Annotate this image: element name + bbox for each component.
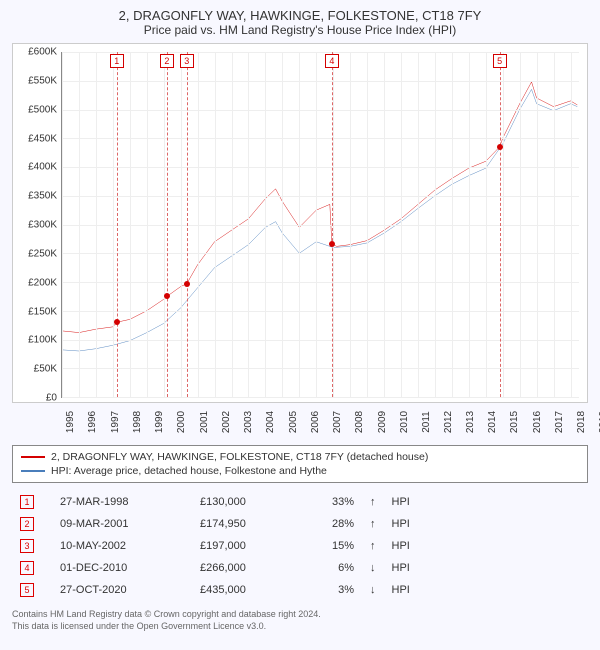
marker-box: 2 xyxy=(160,54,174,68)
y-axis-labels: £0£50K£100K£150K£200K£250K£300K£350K£400… xyxy=(13,52,59,398)
legend-item: HPI: Average price, detached house, Folk… xyxy=(21,464,579,478)
row-pct: 15% xyxy=(302,535,362,557)
legend-label: HPI: Average price, detached house, Folk… xyxy=(51,465,327,477)
legend-item: 2, DRAGONFLY WAY, HAWKINGE, FOLKESTONE, … xyxy=(21,450,579,464)
y-tick-label: £250K xyxy=(28,248,57,259)
row-arrow: ↑ xyxy=(362,491,384,513)
table-row: 2 09-MAR-2001£174,95028%↑HPI xyxy=(12,513,588,535)
row-price: £174,950 xyxy=(192,513,302,535)
y-tick-label: £450K xyxy=(28,133,57,144)
legend-swatch xyxy=(21,470,45,472)
marker-box: 3 xyxy=(180,54,194,68)
marker-dot xyxy=(164,293,170,299)
y-tick-label: £400K xyxy=(28,162,57,173)
row-suffix: HPI xyxy=(384,557,589,579)
row-suffix: HPI xyxy=(384,579,589,601)
row-arrow: ↑ xyxy=(362,513,384,535)
row-marker: 5 xyxy=(20,583,34,597)
row-price: £197,000 xyxy=(192,535,302,557)
row-price: £435,000 xyxy=(192,579,302,601)
table-row: 1 27-MAR-1998£130,00033%↑HPI xyxy=(12,491,588,513)
row-pct: 6% xyxy=(302,557,362,579)
x-tick-label: 2019 xyxy=(589,411,600,433)
row-pct: 3% xyxy=(302,579,362,601)
row-pct: 28% xyxy=(302,513,362,535)
title-line2: Price paid vs. HM Land Registry's House … xyxy=(12,23,588,37)
row-marker: 2 xyxy=(20,517,34,531)
row-date: 09-MAR-2001 xyxy=(52,513,192,535)
row-suffix: HPI xyxy=(384,491,589,513)
marker-line xyxy=(117,52,118,397)
row-date: 01-DEC-2010 xyxy=(52,557,192,579)
row-price: £266,000 xyxy=(192,557,302,579)
row-marker: 1 xyxy=(20,495,34,509)
chart-title: 2, DRAGONFLY WAY, HAWKINGE, FOLKESTONE, … xyxy=(12,8,588,37)
title-line1: 2, DRAGONFLY WAY, HAWKINGE, FOLKESTONE, … xyxy=(12,8,588,23)
table-row: 4 01-DEC-2010£266,0006%↓HPI xyxy=(12,557,588,579)
transactions-table: 127-MAR-1998£130,00033%↑HPI209-MAR-2001£… xyxy=(12,491,588,601)
table-row: 3 10-MAY-2002£197,00015%↑HPI xyxy=(12,535,588,557)
marker-line xyxy=(167,52,168,397)
row-arrow: ↓ xyxy=(362,579,384,601)
row-marker: 3 xyxy=(20,539,34,553)
row-price: £130,000 xyxy=(192,491,302,513)
y-tick-label: £500K xyxy=(28,104,57,115)
marker-dot xyxy=(184,281,190,287)
legend-label: 2, DRAGONFLY WAY, HAWKINGE, FOLKESTONE, … xyxy=(51,451,428,463)
row-pct: 33% xyxy=(302,491,362,513)
marker-dot xyxy=(329,241,335,247)
legend-swatch xyxy=(21,456,45,458)
row-arrow: ↑ xyxy=(362,535,384,557)
y-tick-label: £100K xyxy=(28,335,57,346)
y-tick-label: £600K xyxy=(28,47,57,58)
row-suffix: HPI xyxy=(384,513,589,535)
marker-dot xyxy=(114,319,120,325)
row-suffix: HPI xyxy=(384,535,589,557)
footer-line2: This data is licensed under the Open Gov… xyxy=(12,621,588,633)
footer-line1: Contains HM Land Registry data © Crown c… xyxy=(12,609,588,621)
y-tick-label: £150K xyxy=(28,306,57,317)
marker-dot xyxy=(497,144,503,150)
marker-line xyxy=(332,52,333,397)
row-date: 27-OCT-2020 xyxy=(52,579,192,601)
y-tick-label: £50K xyxy=(34,364,57,375)
marker-line xyxy=(187,52,188,397)
marker-box: 5 xyxy=(493,54,507,68)
row-arrow: ↓ xyxy=(362,557,384,579)
row-date: 10-MAY-2002 xyxy=(52,535,192,557)
x-axis-labels: 1995199619971998199920002001200220032004… xyxy=(60,407,580,437)
row-date: 27-MAR-1998 xyxy=(52,491,192,513)
table-row: 5 27-OCT-2020£435,0003%↓HPI xyxy=(12,579,588,601)
y-tick-label: £550K xyxy=(28,75,57,86)
y-tick-label: £0 xyxy=(46,393,57,404)
legend: 2, DRAGONFLY WAY, HAWKINGE, FOLKESTONE, … xyxy=(12,445,588,483)
y-tick-label: £350K xyxy=(28,191,57,202)
chart-container: £0 £50K £100K £150K £200K £250K £300K £350K £400… xyxy=(12,43,588,403)
row-marker: 4 xyxy=(20,561,34,575)
y-tick-label: £300K xyxy=(28,220,57,231)
plot-area: 12345 xyxy=(61,52,579,398)
footer-attribution: Contains HM Land Registry data © Crown c… xyxy=(12,609,588,632)
marker-line xyxy=(500,52,501,397)
marker-box: 4 xyxy=(325,54,339,68)
y-tick-label: £200K xyxy=(28,277,57,288)
marker-box: 1 xyxy=(110,54,124,68)
